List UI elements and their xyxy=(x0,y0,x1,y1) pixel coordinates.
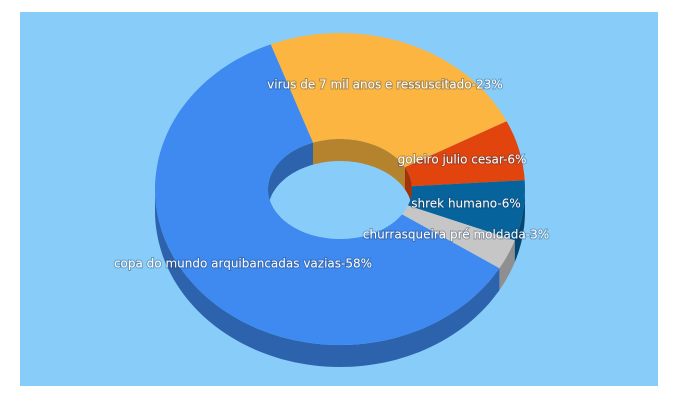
slice xyxy=(408,180,525,241)
slice-label: copa do mundo arquibancadas vazias-58% xyxy=(114,257,372,271)
slice-label: goleiro julio cesar-6% xyxy=(398,153,527,167)
slice-label: churrasqueira pré moldada-3% xyxy=(363,228,549,242)
slice-label: virus de 7 mil anos e ressuscitado-23% xyxy=(267,78,503,92)
slice xyxy=(404,121,525,187)
slice xyxy=(270,33,507,168)
slice-inner-side xyxy=(268,142,313,211)
slice-side xyxy=(499,240,515,291)
slice-side xyxy=(514,189,525,263)
slice-inner-side xyxy=(404,167,412,209)
slice xyxy=(155,44,500,346)
slice-inner-side xyxy=(313,139,405,190)
slice-side xyxy=(155,189,500,367)
slice-label: shrek humano-6% xyxy=(411,197,520,211)
slice xyxy=(402,205,515,269)
